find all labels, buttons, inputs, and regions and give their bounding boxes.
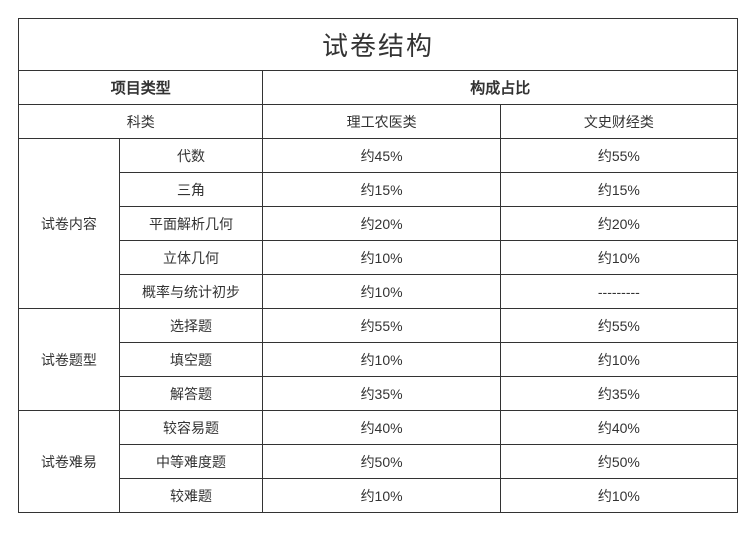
row-item: 代数 <box>119 139 263 173</box>
section-label: 试卷题型 <box>19 309 120 411</box>
row-item: 解答题 <box>119 377 263 411</box>
table-row: 中等难度题约50%约50% <box>19 445 738 479</box>
table-row: 三角约15%约15% <box>19 173 738 207</box>
table-row: 填空题约10%约10% <box>19 343 738 377</box>
row-liberal: 约10% <box>500 479 737 513</box>
row-science: 约55% <box>263 309 500 343</box>
row-item: 填空题 <box>119 343 263 377</box>
row-science: 约10% <box>263 241 500 275</box>
row-science: 约35% <box>263 377 500 411</box>
row-item: 较容易题 <box>119 411 263 445</box>
row-item: 选择题 <box>119 309 263 343</box>
category-liberal: 文史财经类 <box>500 105 737 139</box>
table-row: 试卷内容代数约45%约55% <box>19 139 738 173</box>
header-project-type: 项目类型 <box>19 71 263 105</box>
section-label: 试卷内容 <box>19 139 120 309</box>
row-science: 约10% <box>263 479 500 513</box>
table-row: 概率与统计初步约10%--------- <box>19 275 738 309</box>
row-science: 约20% <box>263 207 500 241</box>
row-liberal: 约15% <box>500 173 737 207</box>
table-row: 平面解析几何约20%约20% <box>19 207 738 241</box>
row-science: 约10% <box>263 343 500 377</box>
row-liberal: 约40% <box>500 411 737 445</box>
table-row: 试卷难易较容易题约40%约40% <box>19 411 738 445</box>
row-science: 约40% <box>263 411 500 445</box>
row-liberal: 约55% <box>500 309 737 343</box>
row-liberal: --------- <box>500 275 737 309</box>
category-row: 科类 理工农医类 文史财经类 <box>19 105 738 139</box>
table-row: 试卷题型选择题约55%约55% <box>19 309 738 343</box>
table-title: 试卷结构 <box>19 19 738 71</box>
table-row: 立体几何约10%约10% <box>19 241 738 275</box>
row-item: 三角 <box>119 173 263 207</box>
row-liberal: 约10% <box>500 241 737 275</box>
row-item: 平面解析几何 <box>119 207 263 241</box>
row-liberal: 约50% <box>500 445 737 479</box>
table-row: 较难题约10%约10% <box>19 479 738 513</box>
row-science: 约45% <box>263 139 500 173</box>
row-science: 约10% <box>263 275 500 309</box>
row-science: 约50% <box>263 445 500 479</box>
row-liberal: 约20% <box>500 207 737 241</box>
row-item: 立体几何 <box>119 241 263 275</box>
row-item: 概率与统计初步 <box>119 275 263 309</box>
exam-structure-table: 试卷结构 项目类型 构成占比 科类 理工农医类 文史财经类 试卷内容代数约45%… <box>18 18 738 513</box>
header-row: 项目类型 构成占比 <box>19 71 738 105</box>
row-liberal: 约35% <box>500 377 737 411</box>
title-row: 试卷结构 <box>19 19 738 71</box>
row-liberal: 约55% <box>500 139 737 173</box>
table-row: 解答题约35%约35% <box>19 377 738 411</box>
section-label: 试卷难易 <box>19 411 120 513</box>
row-science: 约15% <box>263 173 500 207</box>
row-item: 较难题 <box>119 479 263 513</box>
category-science: 理工农医类 <box>263 105 500 139</box>
row-item: 中等难度题 <box>119 445 263 479</box>
category-label: 科类 <box>19 105 263 139</box>
header-composition-ratio: 构成占比 <box>263 71 738 105</box>
row-liberal: 约10% <box>500 343 737 377</box>
